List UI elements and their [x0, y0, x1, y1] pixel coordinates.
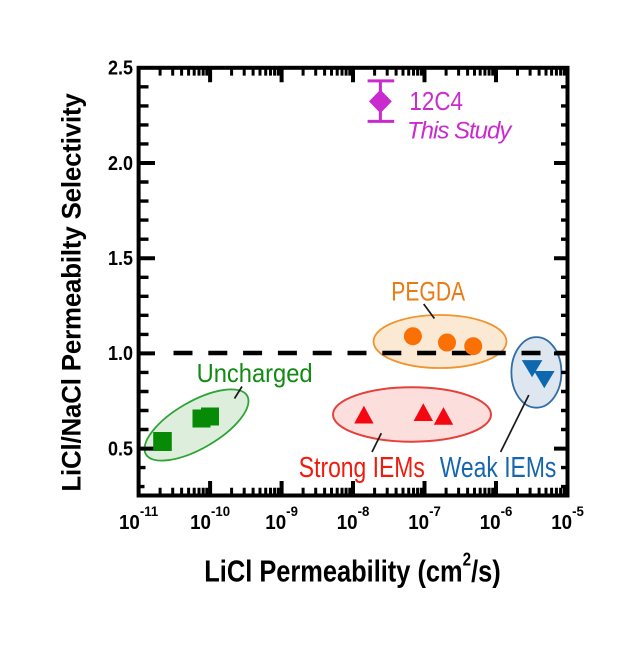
svg-text:PEGDA: PEGDA	[391, 277, 465, 307]
svg-text:This Study: This Study	[407, 118, 513, 145]
svg-text:0.5: 0.5	[108, 439, 133, 461]
svg-text:2.5: 2.5	[108, 58, 133, 80]
svg-text:Weak IEMs: Weak IEMs	[440, 450, 557, 483]
svg-text:1.0: 1.0	[108, 343, 133, 365]
svg-text:LiCl/NaCl Permeabilty Selectiv: LiCl/NaCl Permeabilty Selectivity	[56, 93, 87, 492]
svg-text:Uncharged: Uncharged	[197, 360, 313, 388]
svg-text:10-7: 10-7	[408, 503, 441, 534]
svg-text:Strong IEMs: Strong IEMs	[299, 450, 425, 483]
svg-text:10-8: 10-8	[337, 503, 370, 534]
svg-text:10-5: 10-5	[551, 503, 584, 534]
svg-text:1.5: 1.5	[108, 248, 133, 270]
svg-text:12C4: 12C4	[409, 88, 463, 117]
svg-text:10-6: 10-6	[480, 503, 513, 534]
svg-text:10-9: 10-9	[265, 503, 298, 534]
svg-text:10-10: 10-10	[190, 503, 230, 534]
svg-text:2.0: 2.0	[108, 153, 133, 175]
svg-text:LiCl Permeability (cm2/s): LiCl Permeability (cm2/s)	[204, 549, 500, 589]
svg-text:10-11: 10-11	[119, 503, 159, 534]
